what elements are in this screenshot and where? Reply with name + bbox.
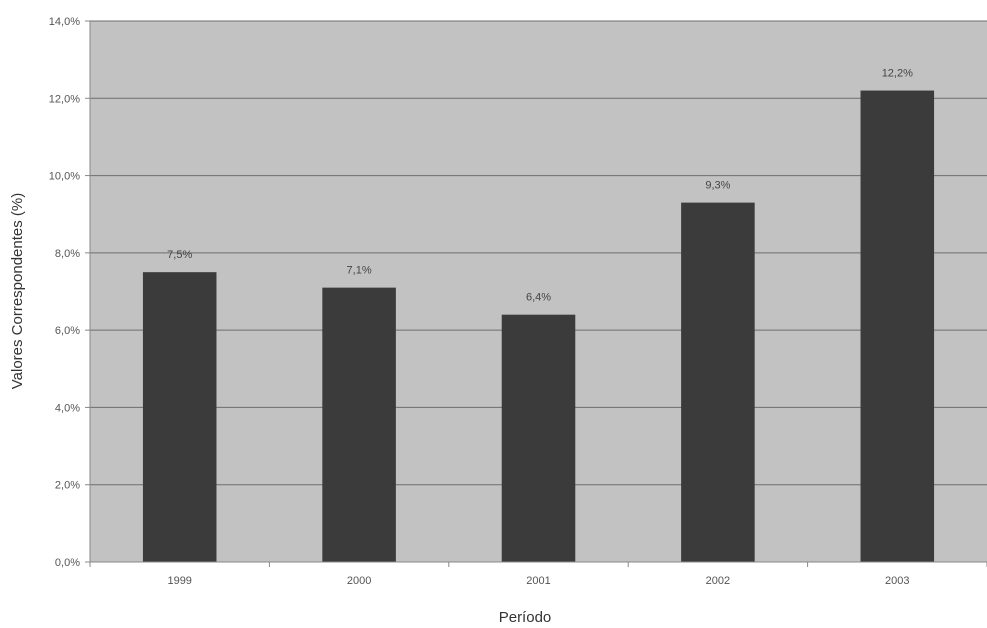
data-label-2001: 6,4% xyxy=(526,292,551,304)
bars xyxy=(142,90,935,563)
data-labels: 7,5% 7,1% 6,4% 9,3% 12,2% xyxy=(167,68,913,304)
x-axis: 1999 2000 2001 2002 2003 xyxy=(89,561,987,587)
y-axis-title: Valores Correspondentes (%) xyxy=(9,193,26,389)
x-axis-title: Período xyxy=(499,609,552,626)
y-axis: 0,0% 2,0% 4,0% 6,0% 8,0% 10,0% 12,0% 14,0% xyxy=(49,16,91,569)
y-tick-label: 0,0% xyxy=(55,557,80,569)
data-label-2000: 7,1% xyxy=(347,265,372,277)
data-label-1999: 7,5% xyxy=(167,249,192,261)
y-tick-label: 14,0% xyxy=(49,16,80,28)
x-tick-label: 2001 xyxy=(526,575,550,587)
y-tick-label: 4,0% xyxy=(55,402,80,414)
bar-2001 xyxy=(501,314,576,562)
x-tick-label: 2000 xyxy=(347,575,371,587)
y-tick-label: 2,0% xyxy=(55,480,80,492)
y-tick-label: 8,0% xyxy=(55,248,80,260)
y-tick-label: 10,0% xyxy=(49,171,80,183)
data-label-2002: 9,3% xyxy=(705,180,730,192)
x-tick-label: 1999 xyxy=(167,575,191,587)
data-label-2003: 12,2% xyxy=(882,68,913,80)
bar-2002 xyxy=(681,202,755,562)
x-tick-label: 2003 xyxy=(885,575,909,587)
y-tick-label: 12,0% xyxy=(49,93,80,105)
bar-2000 xyxy=(322,287,396,562)
x-tick-label: 2002 xyxy=(706,575,730,587)
bar-2003 xyxy=(860,90,935,563)
y-tick-label: 6,0% xyxy=(55,325,80,337)
bar-1999 xyxy=(142,272,217,562)
